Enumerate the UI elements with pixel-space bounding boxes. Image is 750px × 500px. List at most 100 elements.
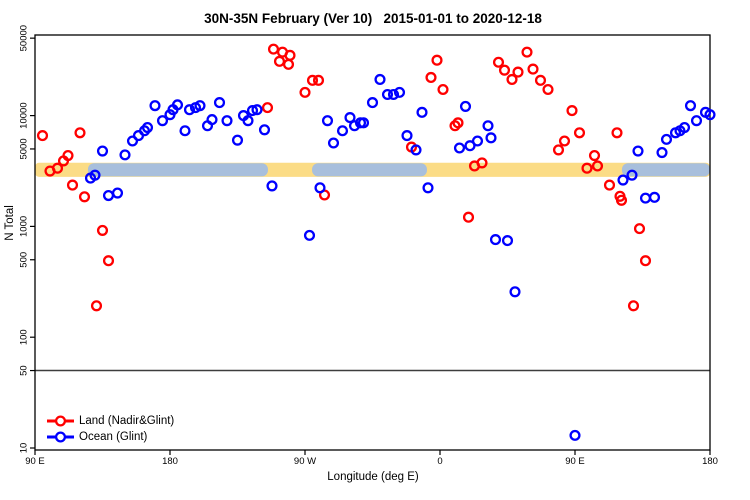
ocean-point bbox=[632, 145, 644, 157]
land-point bbox=[437, 83, 449, 96]
y-tick-label: 500 bbox=[19, 252, 30, 268]
ocean-point bbox=[231, 134, 244, 146]
land-point bbox=[588, 149, 601, 162]
land-point bbox=[506, 73, 518, 85]
ocean-point bbox=[690, 115, 703, 127]
ocean-point bbox=[194, 100, 206, 112]
y-tick-label: 50 bbox=[19, 365, 30, 376]
land-point bbox=[51, 162, 64, 174]
ocean-point bbox=[381, 88, 394, 101]
ocean-point bbox=[149, 100, 161, 112]
land-point bbox=[282, 58, 295, 70]
land-point bbox=[498, 64, 511, 76]
ocean-point bbox=[569, 429, 581, 441]
ocean-point bbox=[410, 144, 422, 156]
ocean-point bbox=[183, 104, 196, 116]
ocean-point bbox=[221, 115, 233, 127]
y-tick-label: 10000 bbox=[19, 102, 30, 128]
land-point bbox=[581, 162, 593, 174]
x-tick-label: 90 E bbox=[565, 456, 585, 467]
ocean-point bbox=[485, 132, 497, 144]
x-tick-label: 180 bbox=[702, 456, 718, 467]
x-tick-label: 0 bbox=[437, 456, 442, 467]
ocean-point bbox=[102, 189, 115, 202]
ocean-point bbox=[626, 169, 638, 181]
ocean-point bbox=[327, 137, 340, 149]
ocean-point bbox=[321, 115, 334, 127]
ocean-point bbox=[266, 180, 278, 192]
ocean-point bbox=[344, 112, 356, 124]
land-point bbox=[512, 66, 524, 78]
ocean-point bbox=[213, 97, 226, 109]
ocean-point bbox=[464, 140, 476, 152]
land-point bbox=[102, 255, 115, 267]
land-point bbox=[566, 105, 578, 117]
ocean-point bbox=[111, 187, 124, 199]
land-point bbox=[534, 74, 547, 86]
land-point bbox=[639, 255, 652, 267]
plot-frame bbox=[34, 34, 711, 451]
ocean-point bbox=[509, 286, 521, 298]
land-point bbox=[476, 157, 488, 169]
ocean-point bbox=[126, 135, 139, 147]
land-point bbox=[573, 127, 586, 139]
ocean-point bbox=[678, 122, 691, 134]
ocean-point bbox=[639, 192, 652, 204]
land-point bbox=[462, 211, 475, 223]
land-point bbox=[425, 71, 437, 83]
land-point bbox=[90, 300, 103, 312]
band-ocean-segment bbox=[87, 163, 268, 177]
x-tick-label: 90 W bbox=[294, 456, 316, 467]
ocean-point bbox=[416, 106, 428, 118]
ocean-point bbox=[401, 130, 413, 142]
ocean-point bbox=[501, 235, 514, 247]
land-point bbox=[591, 160, 604, 172]
land-point bbox=[558, 135, 571, 147]
y-tick-label: 1000 bbox=[19, 216, 30, 237]
ocean-point bbox=[206, 114, 218, 126]
ocean-point bbox=[156, 115, 169, 127]
land-point bbox=[452, 117, 464, 129]
land-point bbox=[74, 127, 86, 139]
y-tick-label: 100 bbox=[19, 329, 30, 345]
land-point bbox=[527, 63, 539, 75]
ocean-point bbox=[96, 145, 109, 157]
land-point bbox=[273, 55, 286, 67]
ocean-point bbox=[89, 169, 101, 181]
land-point bbox=[261, 102, 274, 114]
ocean-point bbox=[656, 146, 668, 159]
band-ocean-segment bbox=[312, 163, 427, 177]
ocean-point bbox=[482, 120, 494, 132]
land-point bbox=[633, 223, 646, 235]
land-point bbox=[62, 149, 74, 162]
land-point bbox=[431, 54, 443, 66]
ocean-point bbox=[242, 115, 254, 127]
land-point bbox=[627, 300, 640, 312]
ocean-point bbox=[453, 142, 466, 154]
land-point bbox=[66, 179, 79, 191]
x-axis-label: Longitude (deg E) bbox=[327, 471, 419, 483]
land-point bbox=[299, 86, 311, 98]
land-point bbox=[552, 144, 565, 156]
ocean-point bbox=[246, 105, 259, 117]
land-point bbox=[542, 83, 554, 96]
ocean-point bbox=[422, 182, 434, 194]
land-point bbox=[306, 74, 319, 86]
land-point bbox=[611, 127, 623, 139]
land-point bbox=[492, 56, 505, 68]
ocean-point bbox=[179, 125, 191, 137]
ocean-point bbox=[660, 133, 673, 145]
land-point bbox=[603, 179, 616, 191]
band-ocean-segment bbox=[621, 163, 710, 177]
chart-title: 30N-35N February (Ver 10) 2015-01-01 to … bbox=[204, 11, 542, 26]
ocean-point bbox=[648, 191, 661, 203]
y-axis-label: N Total bbox=[4, 205, 16, 241]
ocean-point bbox=[314, 182, 326, 194]
ocean-point bbox=[258, 124, 271, 136]
land-point bbox=[521, 46, 533, 58]
ocean-point bbox=[336, 125, 349, 137]
ocean-point bbox=[387, 88, 400, 101]
ocean-point bbox=[357, 117, 370, 129]
